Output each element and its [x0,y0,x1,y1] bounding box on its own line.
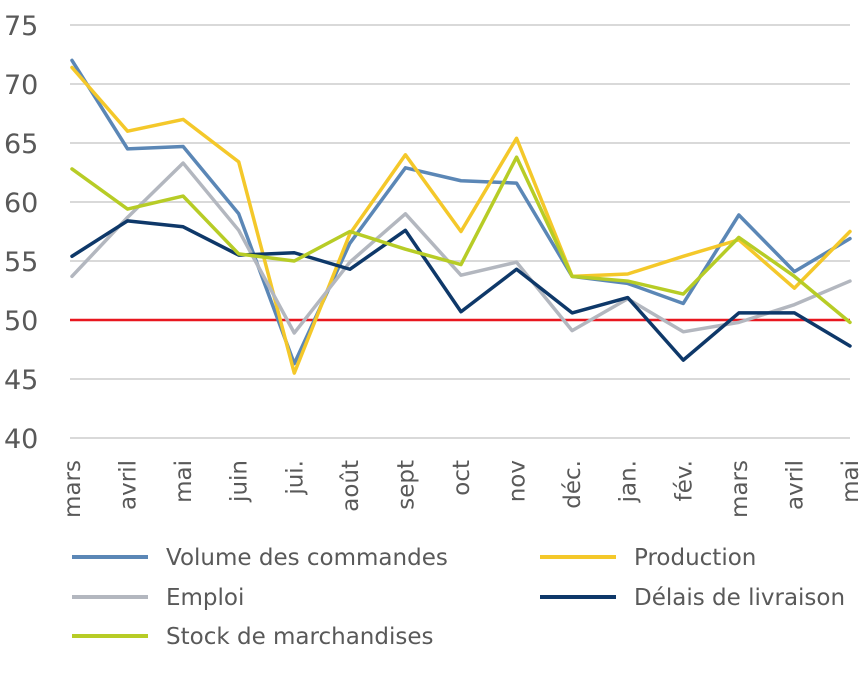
x-axis: mars avril mai juin jui. août sept oct nov déc. ja… [60,460,862,518]
legend-item: Délais de livraison [540,585,845,611]
x-tick-label: avril [782,460,808,510]
legend-label: Délais de livraison [634,585,845,611]
x-tick-label: avril [116,460,142,510]
legend-label: Volume des commandes [166,545,448,571]
x-tick-label: juin [227,460,253,503]
x-tick-label: mai [838,460,862,503]
series-line [70,219,852,362]
legend-item: Emploi [72,585,244,611]
x-tick-label: oct [449,460,475,496]
x-tick-label: mars [60,460,86,518]
y-tick-label: 65 [4,129,38,160]
legend: Volume des commandes Production Emploi Déla… [72,545,845,650]
series-line [70,155,852,325]
y-tick-label: 75 [4,11,38,42]
legend-label: Production [634,545,756,571]
series-line [70,65,852,375]
legend-item: Production [540,545,756,571]
y-tick-label: 55 [4,247,38,278]
x-tick-label: août [338,460,364,512]
y-tick-label: 45 [4,365,38,396]
x-tick-label: mars [727,460,753,518]
y-axis: 40 45 50 55 60 65 70 75 [4,11,38,455]
x-tick-label: mai [171,460,197,503]
y-tick-label: 60 [4,188,38,219]
legend-label: Emploi [166,585,244,611]
legend-item: Stock de marchandises [72,624,433,650]
x-tick-label: déc. [560,460,586,509]
series-line [70,161,852,335]
y-tick-label: 40 [4,424,38,455]
x-tick-label: fév. [671,460,697,501]
x-tick-label: jui. [282,460,308,496]
y-tick-label: 50 [4,306,38,337]
legend-label: Stock de marchandises [166,624,433,650]
series-lines [70,58,852,375]
y-tick-label: 70 [4,70,38,101]
x-tick-label: nov [505,460,531,502]
x-tick-label: jan. [616,460,642,503]
x-tick-label: sept [393,460,419,510]
legend-item: Volume des commandes [72,545,448,571]
